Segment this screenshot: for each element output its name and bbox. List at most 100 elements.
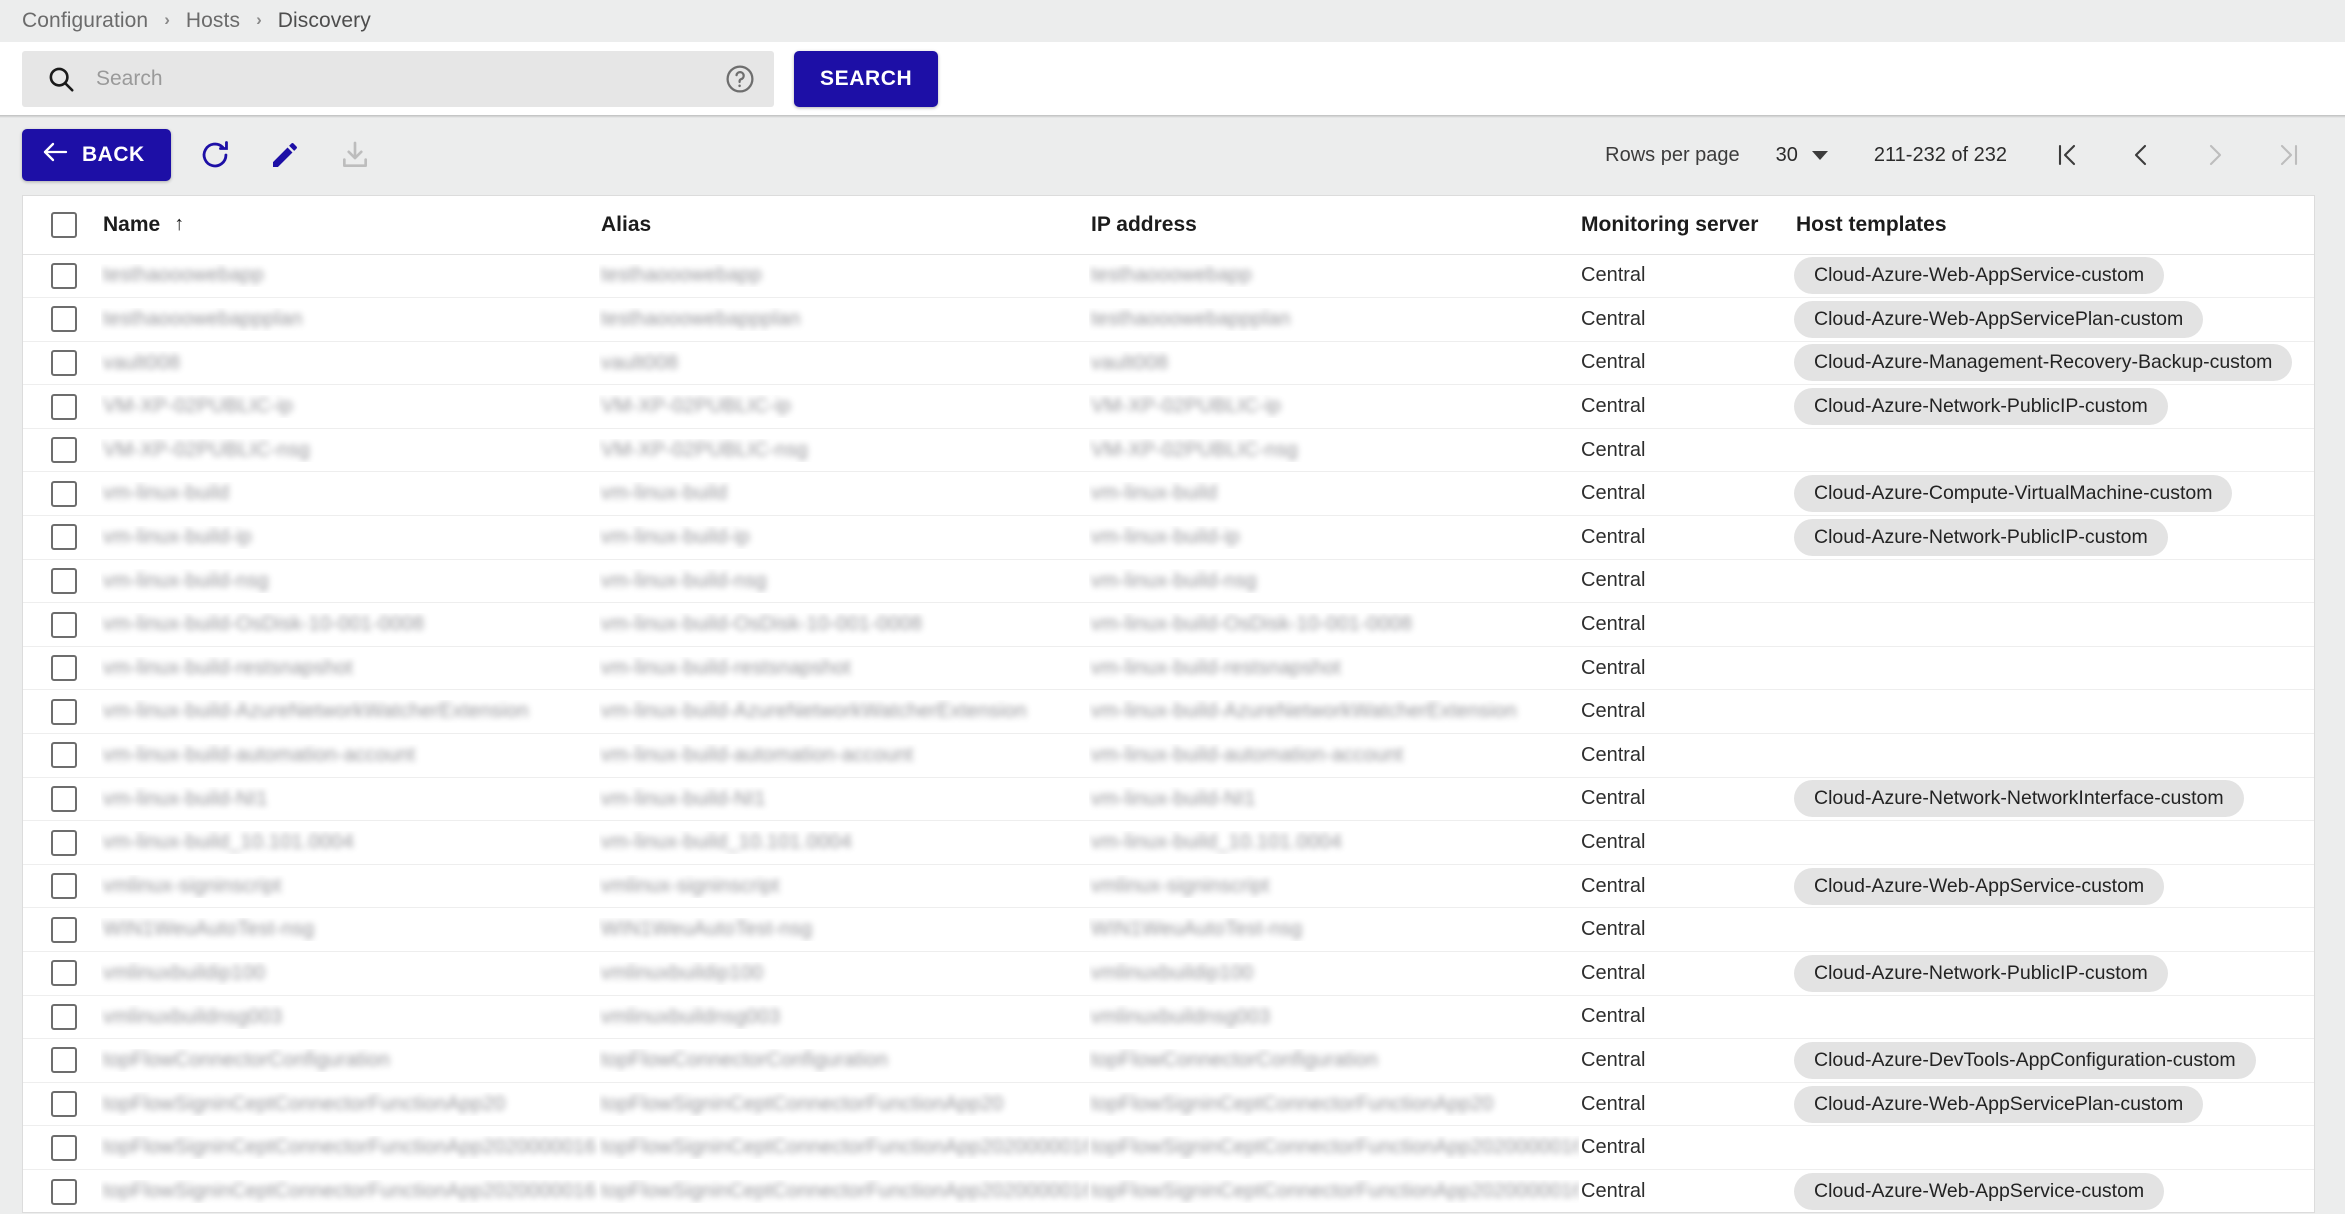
table-row[interactable]: topFlowConnectorConfiguration topFlowConn… — [23, 1038, 2314, 1083]
row-select-cell — [23, 777, 101, 822]
back-button[interactable]: BACK — [22, 129, 171, 181]
table-row[interactable]: vm-linux-build-NI1 vm-linux-build-NI1 vm-l… — [23, 777, 2314, 822]
row-alias-cell: testhaooowebappplan — [599, 297, 1089, 342]
breadcrumb-item-hosts[interactable]: Hosts — [185, 9, 241, 32]
row-checkbox[interactable] — [51, 698, 77, 725]
column-header-monitoring-server[interactable]: Monitoring server — [1579, 196, 1794, 255]
table-header: Name ↑ Alias IP address Monitoring serve… — [23, 196, 2314, 255]
column-header-name[interactable]: Name ↑ — [101, 196, 599, 255]
row-alias-cell-value: vault008 — [601, 351, 679, 374]
row-checkbox[interactable] — [51, 349, 77, 376]
row-checkbox[interactable] — [51, 742, 77, 769]
row-checkbox[interactable] — [51, 262, 77, 289]
host-template-chip[interactable]: Cloud-Azure-Compute-VirtualMachine-custo… — [1794, 475, 2233, 513]
row-checkbox[interactable] — [51, 916, 77, 943]
table-row[interactable]: vm-linux-build-ip vm-linux-build-ip vm-lin… — [23, 515, 2314, 560]
table-row[interactable]: topFlowSigninCeptConnectorFunctionApp20 t… — [23, 1082, 2314, 1127]
refresh-icon[interactable] — [189, 129, 241, 181]
row-select-cell — [23, 646, 101, 691]
row-checkbox[interactable] — [51, 1003, 77, 1030]
row-checkbox[interactable] — [51, 785, 77, 812]
row-checkbox[interactable] — [51, 829, 77, 856]
row-host-templates-cell: Cloud-Azure-Network-NetworkInterface-cus… — [1794, 777, 2314, 822]
host-template-chip[interactable]: Cloud-Azure-Web-AppService-custom — [1794, 257, 2165, 295]
row-alias-cell: vmlinux-signinscript — [599, 864, 1089, 909]
table-row[interactable]: vault008 vault008 vault008 Central Cloud-Azu… — [23, 341, 2314, 386]
table-row[interactable]: vmlinux-signinscript vmlinux-signinscript… — [23, 864, 2314, 909]
row-name-cell: testhaooowebapp — [101, 254, 599, 299]
row-ip-address-cell-value: vmlinuxbuildip100 — [1091, 961, 1254, 984]
search-icon — [46, 64, 76, 94]
first-page-button[interactable] — [2041, 129, 2093, 181]
previous-page-button[interactable] — [2115, 129, 2167, 181]
table-row[interactable]: vm-linux-build vm-linux-build vm-linux-bui… — [23, 471, 2314, 517]
select-all-checkbox[interactable] — [51, 211, 77, 238]
table-row[interactable]: topFlowSigninCeptConnectorFunctionApp202… — [23, 1125, 2314, 1170]
rows-per-page-select[interactable]: 30 — [1776, 144, 1828, 167]
sort-ascending-icon: ↑ — [174, 213, 185, 236]
search-field-container[interactable] — [22, 50, 774, 107]
host-template-chip[interactable]: Cloud-Azure-Network-PublicIP-custom — [1794, 388, 2168, 426]
table-row[interactable]: vm-linux-build-automation-account vm-linu… — [23, 733, 2314, 778]
host-template-chip[interactable]: Cloud-Azure-Web-AppService-custom — [1794, 867, 2165, 905]
host-template-chip[interactable]: Cloud-Azure-Network-NetworkInterface-cus… — [1794, 780, 2244, 818]
table-row[interactable]: topFlowSigninCeptConnectorFunctionApp202… — [23, 1169, 2314, 1212]
table-row[interactable]: vm-linux-build-nsg vm-linux-build-nsg vm-l… — [23, 559, 2314, 604]
row-host-templates-cell — [1794, 689, 2314, 735]
table-row[interactable]: WIN1WeuAutoTest-nsg WIN1WeuAutoTest-nsg WI… — [23, 907, 2314, 952]
row-ip-address-cell-value: vmlinux-signinscript — [1091, 874, 1270, 897]
column-header-ip-address[interactable]: IP address — [1089, 196, 1579, 255]
row-checkbox[interactable] — [51, 960, 77, 987]
row-checkbox[interactable] — [51, 655, 77, 682]
row-checkbox[interactable] — [51, 1047, 77, 1074]
row-ip-address-cell-value: vm-linux-build-NI1 — [1091, 787, 1256, 810]
row-name-cell: topFlowSigninCeptConnectorFunctionApp202… — [101, 1169, 599, 1212]
row-checkbox[interactable] — [51, 437, 77, 464]
row-checkbox[interactable] — [51, 1178, 77, 1205]
row-name-cell-value: VM-XP-02PUBLIC-ip — [103, 395, 294, 418]
table-row[interactable]: vmlinuxbuildip100 vmlinuxbuildip100 vmlinu… — [23, 951, 2314, 996]
row-checkbox[interactable] — [51, 393, 77, 420]
row-host-templates-cell: Cloud-Azure-Network-PublicIP-custom — [1794, 384, 2314, 429]
row-checkbox[interactable] — [51, 567, 77, 594]
row-alias-cell-value: vm-linux-build-NI1 — [601, 787, 766, 810]
pencil-icon[interactable] — [259, 129, 311, 181]
row-ip-address-cell-value: topFlowConnectorConfiguration — [1091, 1049, 1379, 1072]
host-template-chip[interactable]: Cloud-Azure-Network-PublicIP-custom — [1794, 518, 2168, 556]
table-row[interactable]: testhaooowebappplan testhaooowebappplan te… — [23, 297, 2314, 342]
row-name-cell: topFlowSigninCeptConnectorFunctionApp202… — [101, 1125, 599, 1170]
row-monitoring-server-value: Central — [1581, 743, 1646, 766]
table-row[interactable]: vm-linux-build-restsnapshot vm-linux-buil… — [23, 646, 2314, 691]
host-template-chip[interactable]: Cloud-Azure-Web-AppServicePlan-custom — [1794, 1085, 2204, 1123]
search-button[interactable]: SEARCH — [794, 50, 939, 107]
table-row[interactable]: VM-XP-02PUBLIC-nsg VM-XP-02PUBLIC-nsg VM-X… — [23, 428, 2314, 473]
breadcrumb-item-configuration[interactable]: Configuration — [22, 9, 149, 32]
row-checkbox[interactable] — [51, 306, 77, 333]
row-checkbox[interactable] — [51, 524, 77, 551]
row-select-cell — [23, 471, 101, 517]
breadcrumb-item-discovery[interactable]: Discovery — [277, 9, 371, 32]
table-row[interactable]: testhaooowebapp testhaooowebapp testhaooow… — [23, 254, 2314, 299]
row-name-cell: vm-linux-build-ip — [101, 515, 599, 560]
row-checkbox[interactable] — [51, 611, 77, 638]
host-template-chip[interactable]: Cloud-Azure-Web-AppService-custom — [1794, 1173, 2165, 1211]
table-row[interactable]: vmlinuxbuildnsg003 vmlinuxbuildnsg003 vmli… — [23, 995, 2314, 1040]
table-row[interactable]: vm-linux-build-AzureNetworkWatcherExtens… — [23, 689, 2314, 735]
search-input[interactable] — [94, 50, 706, 107]
row-host-templates-cell: Cloud-Azure-Compute-VirtualMachine-custo… — [1794, 471, 2314, 517]
host-template-chip[interactable]: Cloud-Azure-Management-Recovery-Backup-c… — [1794, 344, 2293, 382]
row-checkbox[interactable] — [51, 1091, 77, 1118]
table-row[interactable]: vm-linux-build-OsDisk-10-001-0008 vm-linu… — [23, 602, 2314, 647]
host-template-chip[interactable]: Cloud-Azure-Network-PublicIP-custom — [1794, 954, 2168, 992]
table-row[interactable]: vm-linux-build_10.101.0004 vm-linux-build… — [23, 820, 2314, 865]
row-name-cell: vm-linux-build-nsg — [101, 559, 599, 604]
host-template-chip[interactable]: Cloud-Azure-Web-AppServicePlan-custom — [1794, 300, 2204, 338]
row-checkbox[interactable] — [51, 1134, 77, 1161]
help-circle-icon[interactable] — [724, 63, 756, 95]
row-checkbox[interactable] — [51, 480, 77, 507]
host-template-chip[interactable]: Cloud-Azure-DevTools-AppConfiguration-cu… — [1794, 1041, 2256, 1079]
column-header-alias[interactable]: Alias — [599, 196, 1089, 255]
row-checkbox[interactable] — [51, 873, 77, 900]
column-header-host-templates[interactable]: Host templates — [1794, 196, 2314, 255]
table-row[interactable]: VM-XP-02PUBLIC-ip VM-XP-02PUBLIC-ip VM-XP-… — [23, 384, 2314, 429]
